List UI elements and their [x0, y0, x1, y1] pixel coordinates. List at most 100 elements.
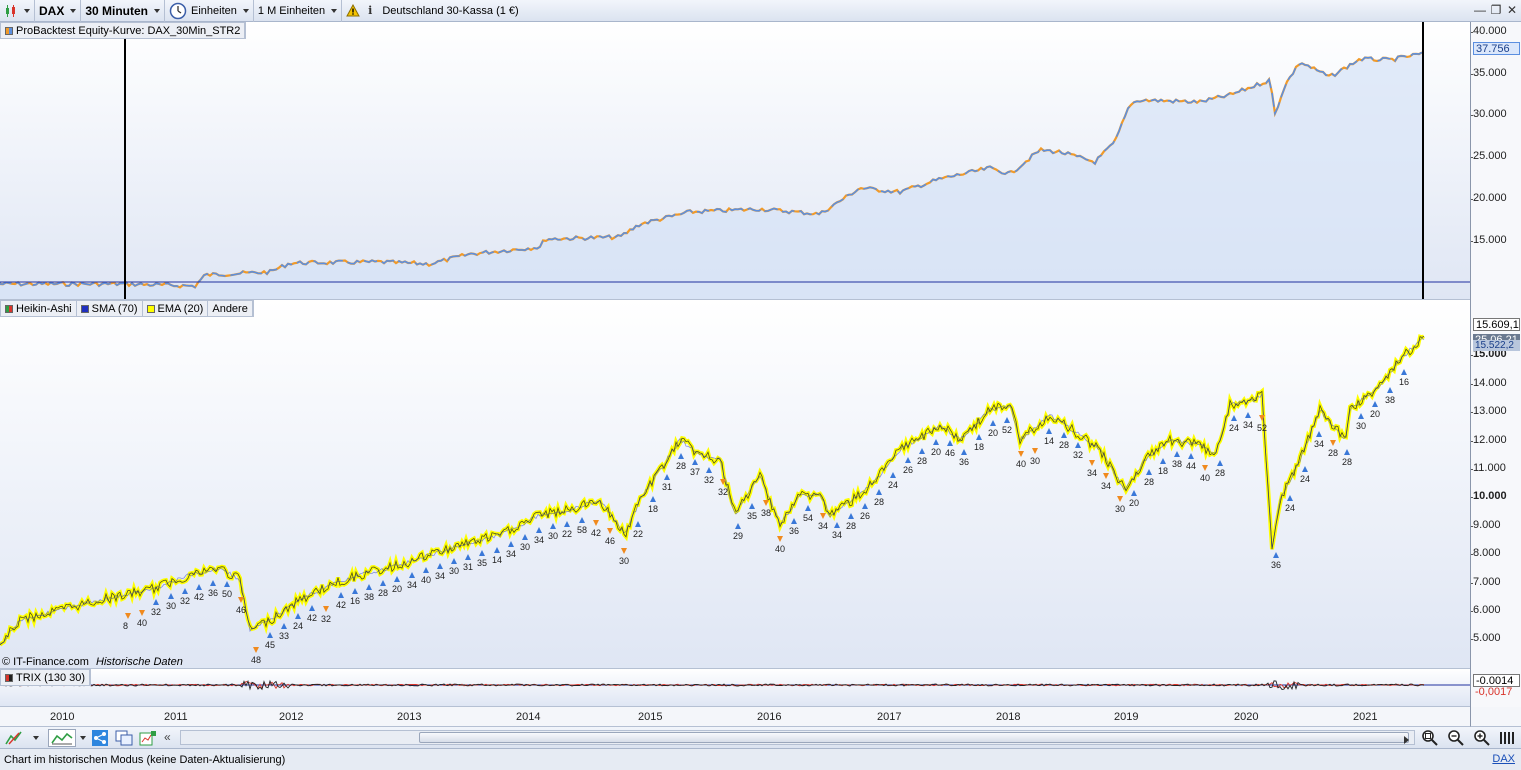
- signal-label: 40: [775, 544, 786, 554]
- signal-label: 28: [1059, 440, 1070, 450]
- trix-pane[interactable]: TRIX (130 30): [0, 669, 1470, 707]
- price-y-axis[interactable]: 15.000 14.000 13.000 12.000 11.000 10.000 9.00…: [1470, 300, 1521, 669]
- signal-label: 18: [648, 504, 659, 514]
- scrollbar-thumb[interactable]: [419, 732, 1409, 743]
- close-icon[interactable]: ✕: [1506, 3, 1518, 17]
- timeframe-selector[interactable]: 30 Minuten: [81, 0, 166, 22]
- signal-label: 26: [860, 511, 871, 521]
- buy-signal-arrow: [1188, 453, 1194, 459]
- trix-line: [0, 679, 1425, 691]
- equity-legend[interactable]: ProBacktest Equity-Kurve: DAX_30Min_STR2: [0, 22, 247, 39]
- scroll-right-icon[interactable]: [1404, 736, 1409, 744]
- backtest-button[interactable]: [138, 729, 158, 747]
- signal-label: 46: [236, 605, 247, 615]
- year-label: 2017: [877, 711, 902, 723]
- signal-label: 50: [222, 589, 233, 599]
- price-current-value-tag: 15.609,1: [1473, 318, 1520, 331]
- legend-item-indicator[interactable]: Andere: [208, 301, 253, 316]
- minimize-icon[interactable]: —: [1474, 3, 1486, 17]
- units-selector[interactable]: Einheiten: [165, 0, 254, 22]
- buy-signal-arrow: [409, 572, 415, 578]
- trix-legend-label: TRIX (130 30): [16, 671, 86, 684]
- chevron-down-icon[interactable]: [33, 736, 39, 740]
- buy-signal-arrow: [423, 567, 429, 573]
- indicator-button[interactable]: [48, 729, 76, 747]
- signal-label: 34: [1243, 420, 1254, 430]
- zoom-fit-icon: [1422, 730, 1438, 746]
- sell-signal-arrow: [777, 536, 783, 542]
- signal-label: 20: [988, 428, 999, 438]
- buy-signal-arrow: [961, 449, 967, 455]
- equity-tick-label: 15.000: [1471, 234, 1507, 246]
- price-tick-label: 10.000: [1471, 490, 1507, 502]
- signal-label: 40: [1016, 459, 1027, 469]
- instrument-link[interactable]: DAX: [1492, 753, 1515, 765]
- price-tick-label: 9.000: [1471, 519, 1501, 531]
- buy-signal-arrow: [905, 457, 911, 463]
- scroll-start-icon[interactable]: «: [164, 730, 171, 744]
- equity-legend-label: ProBacktest Equity-Kurve: DAX_30Min_STR2: [16, 24, 241, 37]
- warning-icon[interactable]: [346, 4, 360, 17]
- buy-signal-arrow: [1287, 495, 1293, 501]
- time-scrollbar[interactable]: [180, 730, 1415, 745]
- price-chart-pane[interactable]: Heikin-Ashi SMA (70) EMA (20) Andere 8 40 32 3…: [0, 300, 1470, 669]
- chevron-down-icon: [154, 8, 161, 13]
- price-legend[interactable]: Heikin-Ashi SMA (70) EMA (20) Andere: [0, 300, 254, 317]
- units-count-label: 1 M Einheiten: [257, 4, 326, 17]
- layout-icon: [115, 730, 133, 746]
- signal-label: 36: [1271, 560, 1282, 570]
- buy-signal-arrow: [522, 534, 528, 540]
- buy-signal-arrow: [1174, 451, 1180, 457]
- time-axis[interactable]: 2010 2011 2012 2013 2014 2015 2016 2017 2018 2019…: [0, 707, 1470, 727]
- drawing-tools-button[interactable]: [4, 729, 24, 747]
- trix-y-axis[interactable]: -0.0014 -0,0017: [1470, 669, 1521, 707]
- signal-label: 33: [279, 631, 290, 641]
- legend-item-indicator[interactable]: SMA (70): [77, 301, 143, 316]
- candle-type-selector[interactable]: [0, 0, 35, 22]
- signal-label: 45: [265, 640, 276, 650]
- restore-icon[interactable]: ❐: [1490, 3, 1502, 17]
- info-icon[interactable]: i: [368, 4, 373, 17]
- signal-label: 40: [421, 575, 432, 585]
- signal-label: 16: [1399, 377, 1410, 387]
- zoom-out-button[interactable]: [1446, 729, 1466, 747]
- symbol-selector[interactable]: DAX: [35, 0, 82, 22]
- price-tick-label: 11.000: [1471, 462, 1506, 474]
- buy-signal-arrow: [338, 592, 344, 598]
- legend-item-trix[interactable]: TRIX (130 30): [1, 670, 91, 685]
- legend-item-equity[interactable]: ProBacktest Equity-Kurve: DAX_30Min_STR2: [1, 23, 246, 38]
- legend-item-indicator[interactable]: EMA (20): [143, 301, 209, 316]
- sell-signal-arrow: [1117, 496, 1123, 502]
- signal-label: 48: [251, 655, 262, 665]
- signal-label: 22: [562, 529, 573, 539]
- buy-signal-arrow: [536, 527, 542, 533]
- sell-signal-arrow: [1018, 451, 1024, 457]
- chart-layout-button[interactable]: [114, 729, 134, 747]
- indicator-swatch: [146, 304, 155, 313]
- buy-signal-arrow: [479, 550, 485, 556]
- buy-signal-arrow: [706, 467, 712, 473]
- chevron-down-icon: [24, 8, 30, 13]
- zoom-fit-button[interactable]: [1420, 729, 1440, 747]
- units-count-selector[interactable]: 1 M Einheiten: [254, 0, 343, 22]
- buy-signal-arrow: [1146, 469, 1152, 475]
- price-chart: [0, 334, 1425, 647]
- legend-item-indicator[interactable]: Heikin-Ashi: [1, 301, 77, 316]
- view-more-button[interactable]: [1498, 729, 1518, 747]
- signal-label: 40: [137, 618, 148, 628]
- trix-value-tag: -0.0014: [1473, 674, 1520, 687]
- equity-y-axis[interactable]: 40.000 35.000 30.000 25.000 20.000 15.000 37.7…: [1470, 22, 1521, 300]
- signal-label: 36: [959, 457, 970, 467]
- copyright-text: © IT-Finance.com: [2, 656, 89, 668]
- signal-label: 30: [1030, 456, 1041, 466]
- signal-label: 38: [761, 508, 772, 518]
- buy-signal-arrow: [1316, 431, 1322, 437]
- chevron-down-icon[interactable]: [80, 736, 86, 740]
- signal-label: 38: [364, 592, 375, 602]
- equity-curve-pane[interactable]: ProBacktest Equity-Kurve: DAX_30Min_STR2: [0, 22, 1470, 300]
- signal-label: 28: [1328, 448, 1339, 458]
- trix-legend[interactable]: TRIX (130 30): [0, 669, 92, 686]
- zoom-in-button[interactable]: [1472, 729, 1492, 747]
- indicator-label: EMA (20): [157, 302, 204, 315]
- share-button[interactable]: [90, 729, 110, 747]
